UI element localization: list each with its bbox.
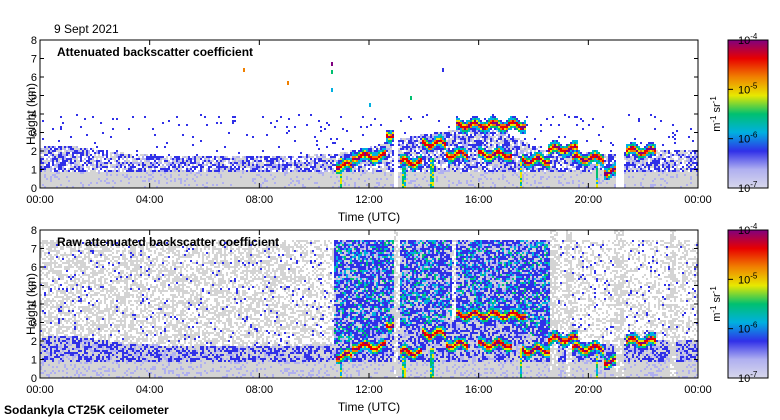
heatmap-cells: [40, 230, 698, 378]
y-tick-label: 3: [31, 318, 37, 330]
colorbar-units-2: m-1sr-1: [709, 286, 723, 322]
heatmap-cells: [40, 130, 698, 188]
colorbar-2: 10-7 10-6 10-5 10-4 m-1sr-1: [709, 222, 769, 385]
x-tick-label: 00:00: [684, 384, 712, 396]
date-label: 9 Sept 2021: [54, 22, 119, 36]
colorbar-ticks-1: 10-7 10-6 10-5 10-4: [728, 32, 758, 195]
heatmap-2: [40, 230, 698, 378]
y-tick-label: 7: [31, 54, 37, 66]
x-tick-label: 04:00: [136, 194, 164, 206]
chart-title-2: Raw attenuated backscatter coefficient: [57, 235, 279, 249]
heatmap-cells: [243, 68, 656, 178]
colorbar-tick-label: 10-6: [738, 321, 758, 336]
y-tick-label: 3: [31, 128, 37, 140]
y-axis-label-2: Height (km): [24, 273, 38, 335]
colorbar-tick-label: 10-4: [738, 222, 758, 237]
colorbar-1: 10-7 10-6 10-5 10-4 m-1sr-1: [709, 32, 769, 195]
colorbar-ramp-2: [727, 229, 769, 379]
x-axis-2: 00:00 04:00 08:00 12:00 16:00 20:00 00:00: [26, 230, 712, 396]
x-tick-label: 16:00: [465, 194, 493, 206]
x-tick-label: 00:00: [684, 194, 712, 206]
x-axis-label-1: Time (UTC): [338, 210, 400, 224]
x-tick-label: 08:00: [246, 384, 274, 396]
instrument-footer: Sodankyla CT25K ceilometer: [4, 403, 169, 417]
heatmap-cells: [40, 240, 698, 370]
y-axis-label-1: Height (km): [24, 83, 38, 145]
colorbar-tick-label: 10-7: [738, 370, 758, 385]
y-tick-label: 1: [31, 355, 37, 367]
colorbar-tick-label: 10-7: [738, 180, 758, 195]
y-axis-1: 0 1 2 3 4 5 6 7 8: [31, 35, 698, 195]
y-tick-label: 1: [31, 165, 37, 177]
colorbar-units-1: m-1sr-1: [709, 96, 723, 132]
colorbar-tick-label: 10-5: [738, 271, 758, 286]
y-tick-label: 5: [31, 281, 37, 293]
y-tick-label: 2: [31, 146, 37, 158]
y-tick-label: 8: [31, 35, 37, 47]
y-tick-label: 7: [31, 244, 37, 256]
x-tick-label: 08:00: [246, 194, 274, 206]
x-axis-1: 00:00 04:00 08:00 12:00 16:00 20:00 00:00: [26, 40, 712, 206]
heatmap-cells: [40, 130, 698, 188]
x-tick-label: 00:00: [26, 194, 54, 206]
y-tick-label: 0: [31, 373, 37, 385]
colorbar-ticks-2: 10-7 10-6 10-5 10-4: [728, 222, 758, 385]
colorbar-tick-label: 10-4: [738, 32, 758, 47]
heatmap-cells: [331, 62, 656, 176]
colorbar-tick-label: 10-6: [738, 131, 758, 146]
y-axis-2: 0 1 2 3 4 5 6 7 8: [31, 225, 698, 385]
colorbar-tick-label: 10-5: [738, 81, 758, 96]
heatmap-1: [40, 62, 698, 188]
y-tick-label: 2: [31, 336, 37, 348]
y-tick-label: 6: [31, 262, 37, 274]
x-tick-label: 12:00: [355, 384, 383, 396]
heatmap-cells: [331, 70, 654, 188]
chart-title-1: Attenuated backscatter coefficient: [57, 45, 253, 59]
y-tick-label: 5: [31, 91, 37, 103]
x-tick-label: 16:00: [465, 384, 493, 396]
x-tick-label: 00:00: [26, 384, 54, 396]
y-tick-label: 8: [31, 225, 37, 237]
x-tick-label: 12:00: [355, 194, 383, 206]
y-tick-label: 4: [31, 109, 37, 121]
x-tick-label: 20:00: [575, 194, 603, 206]
x-tick-label: 20:00: [575, 384, 603, 396]
x-tick-label: 04:00: [136, 384, 164, 396]
y-tick-label: 6: [31, 72, 37, 84]
y-tick-label: 0: [31, 183, 37, 195]
panel-raw-attenuated: Raw attenuated backscatter coefficient 0…: [24, 222, 769, 414]
x-axis-label-2: Time (UTC): [338, 400, 400, 414]
y-tick-label: 4: [31, 299, 37, 311]
colorbar-ramp-1: [727, 39, 769, 189]
panel-attenuated: Attenuated backscatter coefficient 0 1 2 3 4…: [24, 32, 769, 224]
